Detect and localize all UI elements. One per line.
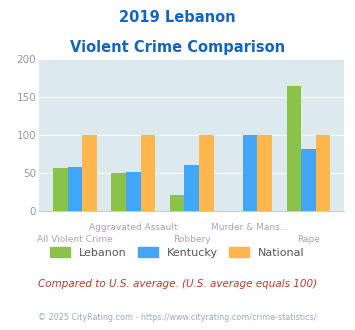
Text: Compared to U.S. average. (U.S. average equals 100): Compared to U.S. average. (U.S. average … bbox=[38, 279, 317, 289]
Text: Rape: Rape bbox=[297, 235, 320, 244]
Bar bbox=[184, 165, 199, 211]
Text: All Violent Crime: All Violent Crime bbox=[37, 235, 113, 244]
Bar bbox=[126, 172, 141, 211]
Text: Robbery: Robbery bbox=[173, 235, 211, 244]
Text: 2019 Lebanon: 2019 Lebanon bbox=[119, 10, 236, 25]
Text: Violent Crime Comparison: Violent Crime Comparison bbox=[70, 40, 285, 54]
Bar bbox=[316, 135, 331, 211]
Text: © 2025 CityRating.com - https://www.cityrating.com/crime-statistics/: © 2025 CityRating.com - https://www.city… bbox=[38, 314, 317, 322]
Text: Murder & Mans...: Murder & Mans... bbox=[212, 223, 289, 232]
Bar bbox=[301, 149, 316, 211]
Bar bbox=[243, 135, 257, 211]
Bar bbox=[82, 135, 97, 211]
Bar bbox=[53, 168, 67, 211]
Bar bbox=[111, 173, 126, 211]
Legend: Lebanon, Kentucky, National: Lebanon, Kentucky, National bbox=[45, 242, 310, 263]
Bar bbox=[257, 135, 272, 211]
Text: Aggravated Assault: Aggravated Assault bbox=[89, 223, 178, 232]
Bar bbox=[199, 135, 214, 211]
Bar bbox=[67, 167, 82, 211]
Bar bbox=[141, 135, 155, 211]
Bar bbox=[170, 194, 184, 211]
Bar bbox=[286, 86, 301, 211]
